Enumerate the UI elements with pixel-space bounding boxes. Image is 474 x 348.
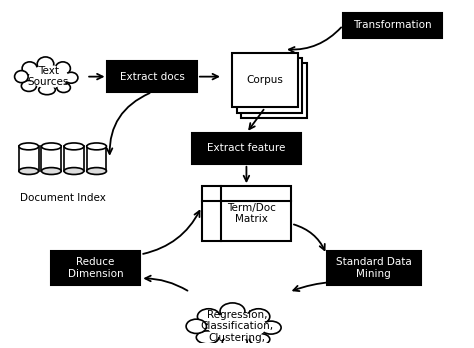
- FancyBboxPatch shape: [237, 58, 302, 112]
- Text: Text
Sources: Text Sources: [28, 66, 69, 87]
- FancyBboxPatch shape: [241, 63, 307, 118]
- Ellipse shape: [208, 313, 266, 340]
- Ellipse shape: [222, 336, 247, 348]
- FancyBboxPatch shape: [41, 147, 61, 171]
- Text: Term/Doc
Matrix: Term/Doc Matrix: [228, 203, 276, 224]
- Ellipse shape: [41, 168, 61, 174]
- FancyBboxPatch shape: [64, 147, 84, 171]
- Ellipse shape: [57, 83, 70, 93]
- FancyBboxPatch shape: [343, 13, 442, 38]
- Ellipse shape: [87, 143, 107, 150]
- Text: Extract docs: Extract docs: [120, 72, 184, 82]
- Ellipse shape: [64, 72, 78, 83]
- FancyBboxPatch shape: [201, 186, 291, 241]
- Ellipse shape: [39, 85, 55, 95]
- Text: Extract feature: Extract feature: [207, 143, 286, 153]
- Ellipse shape: [220, 303, 245, 320]
- Text: Corpus: Corpus: [247, 75, 284, 85]
- Ellipse shape: [196, 331, 219, 344]
- FancyBboxPatch shape: [19, 147, 38, 171]
- Text: Transformation: Transformation: [353, 20, 432, 30]
- Ellipse shape: [64, 143, 84, 150]
- FancyBboxPatch shape: [108, 61, 197, 92]
- Ellipse shape: [249, 333, 270, 345]
- Text: Document Index: Document Index: [20, 193, 106, 203]
- Ellipse shape: [186, 319, 207, 333]
- Text: Regression,
Classification,
Clustering,: Regression, Classification, Clustering,: [201, 310, 273, 343]
- Ellipse shape: [29, 65, 68, 88]
- Ellipse shape: [64, 168, 84, 174]
- FancyBboxPatch shape: [232, 53, 298, 108]
- FancyBboxPatch shape: [87, 147, 107, 171]
- Ellipse shape: [197, 309, 220, 324]
- Ellipse shape: [37, 57, 54, 71]
- Ellipse shape: [55, 62, 70, 75]
- Ellipse shape: [19, 168, 38, 174]
- Text: Reduce
Dimension: Reduce Dimension: [68, 258, 123, 279]
- Ellipse shape: [21, 80, 36, 92]
- Ellipse shape: [15, 71, 28, 83]
- Text: Standard Data
Mining: Standard Data Mining: [336, 258, 411, 279]
- FancyBboxPatch shape: [327, 251, 421, 285]
- Ellipse shape: [28, 64, 69, 89]
- Ellipse shape: [22, 62, 37, 75]
- Ellipse shape: [41, 143, 61, 150]
- Ellipse shape: [261, 321, 281, 334]
- Ellipse shape: [19, 143, 38, 150]
- Ellipse shape: [206, 312, 268, 341]
- Ellipse shape: [87, 168, 107, 174]
- FancyBboxPatch shape: [192, 133, 301, 164]
- Ellipse shape: [247, 309, 270, 324]
- FancyBboxPatch shape: [51, 251, 140, 285]
